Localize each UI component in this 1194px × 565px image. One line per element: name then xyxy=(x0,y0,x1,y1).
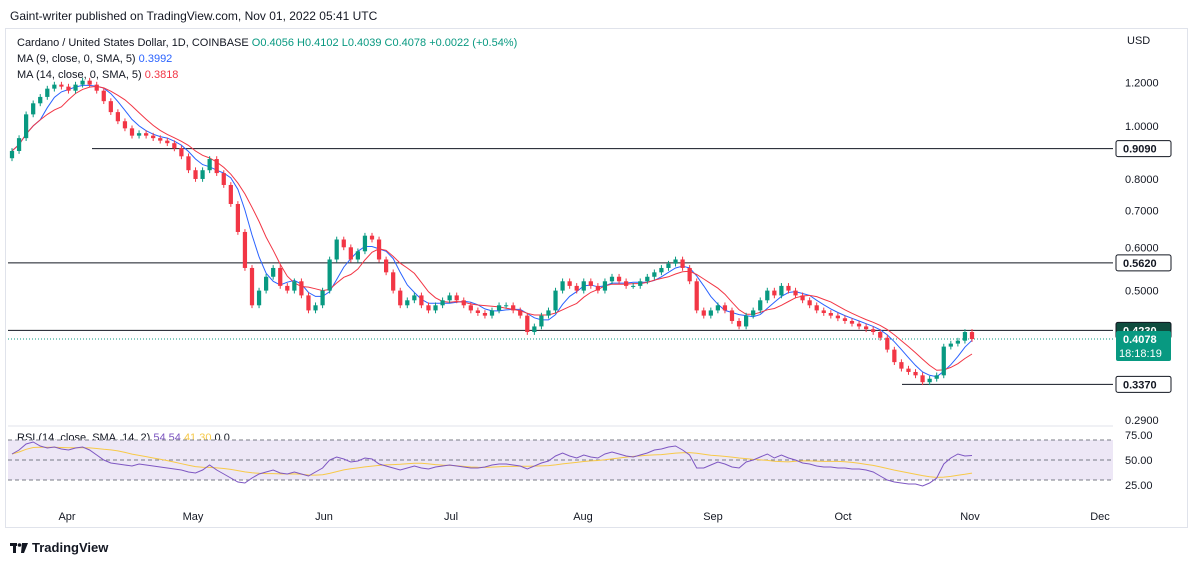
rsi-extra-1: 0 xyxy=(214,432,221,444)
ma2-legend[interactable]: MA (14, close, 0, SMA, 5) 0.3818 xyxy=(17,69,178,81)
ohlc-change: +0.0022 (+0.54%) xyxy=(429,37,518,49)
rsi-legend[interactable]: RSI (14, close, SMA, 14, 2) 54.54 41.30 … xyxy=(17,432,230,444)
currency-label[interactable]: USD xyxy=(1127,35,1151,47)
ohlc-high: H0.4102 xyxy=(297,37,339,49)
chart-frame xyxy=(5,28,1188,528)
rsi-extra-2: 0 xyxy=(223,432,230,444)
ohlc-open: O0.4056 xyxy=(251,37,294,49)
symbol-legend: Cardano / United States Dollar, 1D, COIN… xyxy=(17,37,517,49)
ohlc-close: C0.4078 xyxy=(384,37,427,49)
rsi-sma-value: 41.30 xyxy=(183,432,212,444)
tradingview-logo-icon xyxy=(10,542,28,553)
brand-name: TradingView xyxy=(32,540,109,555)
publisher-note: Gaint-writer published on TradingView.co… xyxy=(10,9,378,23)
ma1-legend[interactable]: MA (9, close, 0, SMA, 5) 0.3992 xyxy=(17,53,172,65)
ohlc-low: L0.4039 xyxy=(341,37,382,49)
ma1-value: 0.3992 xyxy=(138,53,173,65)
ma2-label: MA (14, close, 0, SMA, 5) xyxy=(17,69,142,81)
rsi-label: RSI (14, close, SMA, 14, 2) xyxy=(17,432,151,444)
ma2-value: 0.3818 xyxy=(144,69,179,81)
rsi-value: 54.54 xyxy=(153,432,181,444)
tradingview-logo[interactable]: TradingView xyxy=(10,540,108,555)
symbol-name[interactable]: Cardano / United States Dollar, 1D, COIN… xyxy=(17,37,249,49)
ma1-label: MA (9, close, 0, SMA, 5) xyxy=(17,53,136,65)
